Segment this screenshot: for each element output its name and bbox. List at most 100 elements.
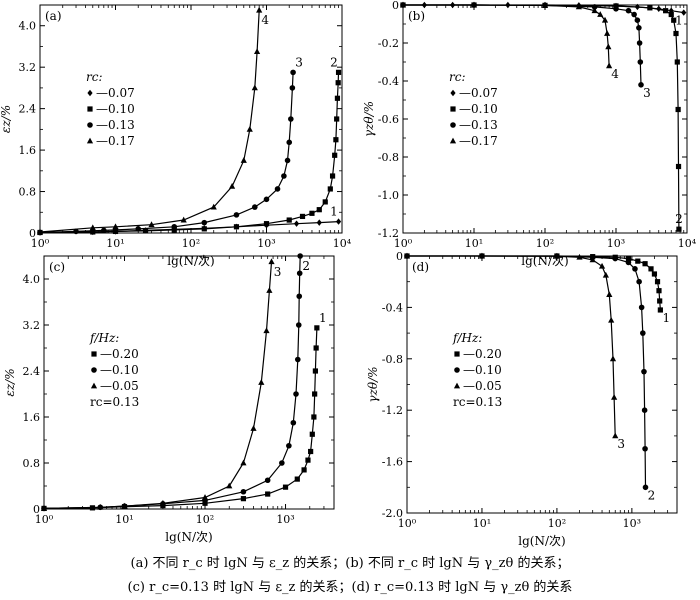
data-point <box>135 226 142 232</box>
curve-label: 2 <box>302 259 310 273</box>
y-axis-label: γzθ/% <box>362 101 376 137</box>
data-point <box>309 210 315 216</box>
data-point <box>642 261 648 267</box>
data-point <box>101 227 107 234</box>
data-point <box>251 84 258 91</box>
data-point <box>613 6 619 12</box>
data-point <box>681 9 687 16</box>
data-point <box>675 106 681 113</box>
legend-marker <box>87 89 93 97</box>
data-point <box>240 459 247 466</box>
data-point <box>226 482 233 489</box>
legend-marker <box>87 122 93 128</box>
x-axis-label: lg(N/次) <box>167 254 214 268</box>
legend-entry: —0.10 <box>96 102 135 116</box>
legend-title: rc: <box>86 70 103 84</box>
data-point <box>171 227 177 233</box>
data-point <box>636 40 643 46</box>
series-3: 3 <box>403 252 625 451</box>
data-point <box>299 213 306 220</box>
curve-label: 3 <box>643 86 651 100</box>
data-point <box>663 8 669 14</box>
y-tick-label: -0.4 <box>378 75 399 88</box>
x-tick-label: 10² <box>196 513 214 526</box>
series-3: 3 <box>37 55 303 236</box>
legend-entry: —0.17 <box>459 134 498 148</box>
data-point <box>625 255 632 262</box>
legend-entry: —0.05 <box>463 379 502 393</box>
data-point <box>281 173 287 179</box>
data-point <box>314 325 320 331</box>
data-point <box>316 207 322 213</box>
data-point <box>613 3 619 9</box>
data-point <box>112 223 119 230</box>
data-point <box>634 17 641 24</box>
data-point <box>284 157 291 164</box>
chart-panel-c: 10⁰ 10¹ 10² 10³ 0 0.8 1.6 2.4 3.2 4.0 lg(N/次) εz/% (… <box>3 253 335 544</box>
data-point <box>636 278 642 285</box>
data-point <box>608 316 615 323</box>
data-point <box>334 95 341 101</box>
series-line <box>43 261 273 509</box>
series-3: 3 <box>40 258 281 511</box>
panel-label: (b) <box>408 9 425 23</box>
data-point <box>333 137 339 143</box>
legend-entry: —0.13 <box>96 118 135 132</box>
data-point <box>675 163 682 170</box>
data-point <box>268 258 275 265</box>
data-point <box>541 1 549 8</box>
data-point <box>641 407 648 414</box>
data-point <box>606 291 613 297</box>
y-tick-label: 0.8 <box>23 457 41 470</box>
data-point <box>640 330 646 336</box>
data-point <box>240 157 247 163</box>
legend-entry: —0.07 <box>96 86 135 100</box>
x-tick-label: 10¹ <box>106 237 124 250</box>
panel-label: (a) <box>45 9 62 23</box>
data-point <box>641 368 647 375</box>
data-point <box>313 345 319 351</box>
plot-frame <box>406 255 678 514</box>
y-tick-label: 0 <box>33 503 40 516</box>
data-point <box>297 253 303 259</box>
data-point <box>279 460 285 466</box>
data-point <box>604 30 611 36</box>
x-axis-label: lg(N/次) <box>165 530 212 544</box>
data-point <box>90 229 96 235</box>
data-point <box>233 212 240 218</box>
series-line <box>39 10 260 233</box>
series-line <box>403 4 680 230</box>
data-point <box>202 500 208 506</box>
data-point <box>210 203 217 210</box>
data-point <box>240 488 247 495</box>
data-point <box>263 221 270 227</box>
data-point <box>671 17 677 23</box>
data-point <box>635 258 641 264</box>
y-tick-label: -0.4 <box>382 301 403 314</box>
data-point <box>148 221 155 228</box>
data-point <box>470 1 478 8</box>
y-tick-label: 2.4 <box>19 103 37 116</box>
legend-entry: —0.13 <box>459 118 498 132</box>
data-point <box>399 1 407 8</box>
data-point <box>288 116 294 122</box>
y-tick-label: 1.6 <box>23 411 41 424</box>
legend: f/Hz: —0.20 —0.10 —0.05 rc=0.13 <box>452 331 502 409</box>
data-point <box>642 445 648 452</box>
legend-entry: —0.20 <box>100 347 139 361</box>
data-point <box>316 219 322 226</box>
data-point <box>289 85 296 91</box>
x-axis-label: lg(N/次) <box>518 534 565 548</box>
legend-marker <box>450 122 456 128</box>
data-point <box>611 393 618 400</box>
x-tick-label: 10² <box>548 517 566 530</box>
data-point <box>478 252 486 259</box>
y-tick-label: 0 <box>29 227 36 240</box>
data-point <box>657 298 663 304</box>
data-point <box>674 59 680 65</box>
curve-label: 1 <box>675 14 683 28</box>
data-point <box>335 80 341 86</box>
y-tick-label: 4.0 <box>19 20 37 33</box>
legend: rc: —0.07 —0.10 —0.13 —0.17 <box>449 70 498 148</box>
data-point <box>286 442 292 449</box>
